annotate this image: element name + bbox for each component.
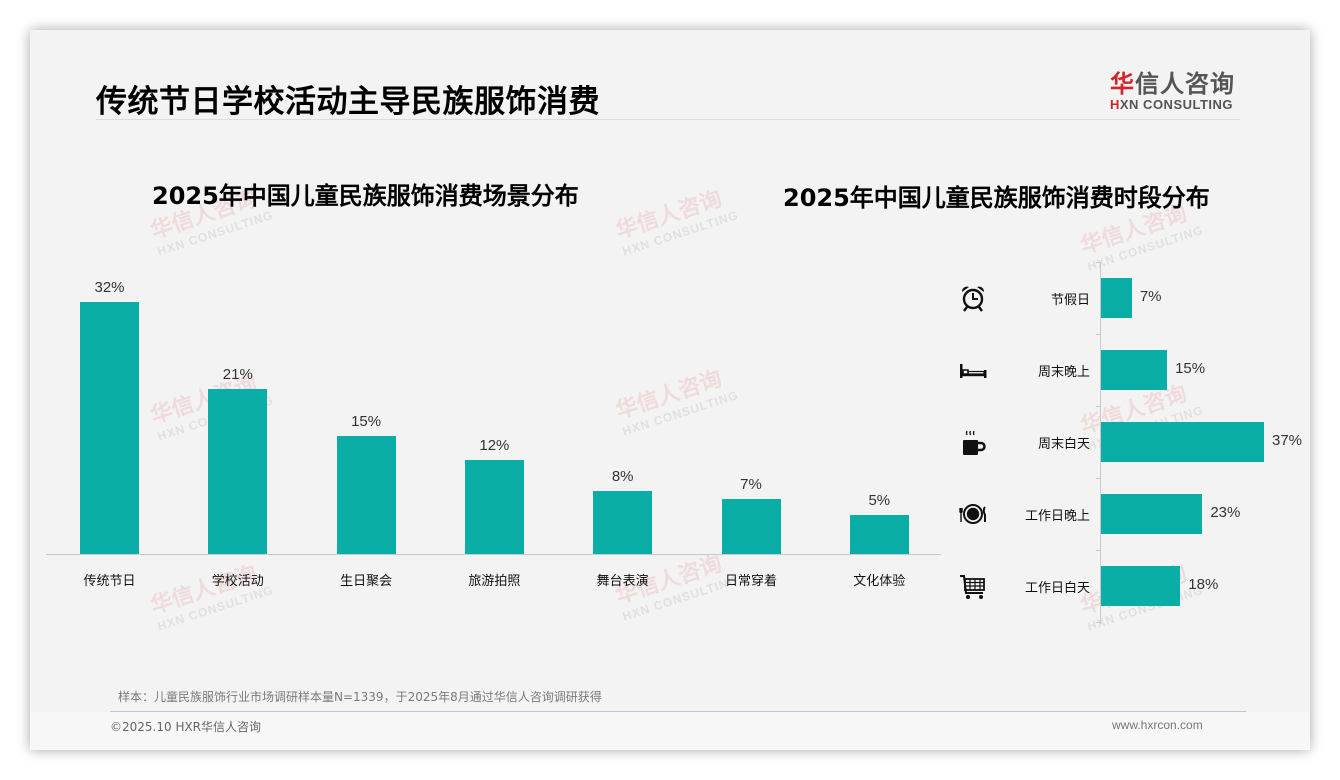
watermark-cn: 华信人咨询 xyxy=(612,366,726,425)
category-label: 旅游拍照 xyxy=(468,574,521,589)
x-axis-baseline xyxy=(46,554,941,555)
bar-0 xyxy=(1101,278,1132,318)
right-chart-title: 2025年中国儿童民族服饰消费时段分布 xyxy=(783,184,1210,212)
logo-cn: 华信人咨询 xyxy=(1110,64,1260,99)
bar-value-label: 15% xyxy=(351,412,382,430)
logo-en-text: XN CONSULTING xyxy=(1119,97,1234,112)
category-label: 文化体验 xyxy=(853,574,906,589)
bar-value-label: 7% xyxy=(740,475,762,493)
category-label: 工作日晚上 xyxy=(1024,509,1090,524)
bar-value-label: 37% xyxy=(1272,432,1303,449)
bar-4 xyxy=(593,491,653,554)
axis-tick xyxy=(1096,262,1101,263)
bar-6 xyxy=(849,514,909,554)
bar-2 xyxy=(336,435,396,554)
bar-1 xyxy=(1101,350,1168,390)
dinner-plate-icon xyxy=(958,499,988,529)
bar-1 xyxy=(208,388,268,554)
footer-band xyxy=(30,712,1310,750)
axis-tick xyxy=(1096,406,1101,407)
sample-footnote: 样本：儿童民族服饰行业市场调研样本量N=1339，于2025年8月通过华信人咨询… xyxy=(118,690,602,704)
bar-value-label: 8% xyxy=(611,468,634,485)
watermark-en: HXN CONSULTING xyxy=(1085,222,1206,274)
category-label: 传统节日 xyxy=(83,574,136,589)
page-title: 传统节日学校活动主导民族服饰消费 xyxy=(96,84,600,120)
bar-value-label: 7% xyxy=(1139,288,1162,305)
logo-cn-gray: 信人咨询 xyxy=(1135,70,1235,98)
shopping-cart-icon xyxy=(958,571,988,601)
bar-2 xyxy=(1101,422,1264,462)
watermark-en: HXN CONSULTING xyxy=(620,207,741,259)
alarm-clock-icon xyxy=(958,283,988,313)
category-label: 节假日 xyxy=(1050,293,1090,308)
bar-value-label: 32% xyxy=(94,279,125,296)
brand-logo: 华信人咨询 HXN CONSULTING xyxy=(1110,64,1260,112)
copyright: ©2025.10 HXR华信人咨询 xyxy=(110,720,262,734)
bar-3 xyxy=(1101,494,1203,534)
category-label: 周末白天 xyxy=(1037,437,1090,452)
bar-4 xyxy=(1101,566,1181,606)
bar-3 xyxy=(464,459,524,554)
axis-tick xyxy=(1096,622,1101,623)
axis-tick xyxy=(1096,478,1101,479)
bar-value-label: 15% xyxy=(1175,360,1206,377)
logo-en-mark: H xyxy=(1110,97,1120,112)
category-label: 日常穿着 xyxy=(724,574,777,589)
coffee-cup-icon xyxy=(958,427,988,457)
bar-value-label: 5% xyxy=(868,491,891,509)
bar-value-label: 12% xyxy=(479,436,510,454)
bed-icon xyxy=(958,355,988,385)
website-link[interactable]: www.hxrcon.com xyxy=(1112,718,1203,732)
watermark-cn: 华信人咨询 xyxy=(612,186,726,245)
logo-en: HXN CONSULTING xyxy=(1110,97,1260,112)
left-chart-title: 2025年中国儿童民族服饰消费场景分布 xyxy=(152,182,579,210)
category-label: 舞台表演 xyxy=(596,574,649,589)
bar-value-label: 18% xyxy=(1188,576,1219,593)
axis-tick xyxy=(1096,550,1101,551)
watermark-en: HXN CONSULTING xyxy=(620,387,741,439)
bar-value-label: 23% xyxy=(1210,504,1241,521)
slide: 传统节日学校活动主导民族服饰消费 华信人咨询 HXN CONSULTING 华信… xyxy=(30,30,1310,750)
bar-value-label: 21% xyxy=(222,365,253,383)
bar-5 xyxy=(721,498,781,554)
category-label: 生日聚会 xyxy=(340,574,393,589)
watermark-en: HXN CONSULTING xyxy=(155,582,276,634)
footer-divider xyxy=(110,711,1246,712)
axis-tick xyxy=(1096,334,1101,335)
watermark-en: HXN CONSULTING xyxy=(155,207,276,259)
category-label: 工作日白天 xyxy=(1024,581,1090,596)
y-axis-line xyxy=(1100,262,1101,624)
category-label: 学校活动 xyxy=(211,574,264,589)
category-label: 周末晚上 xyxy=(1037,365,1090,380)
bar-0 xyxy=(80,302,139,554)
logo-cn-red: 华 xyxy=(1110,70,1135,98)
title-divider xyxy=(96,119,1240,120)
